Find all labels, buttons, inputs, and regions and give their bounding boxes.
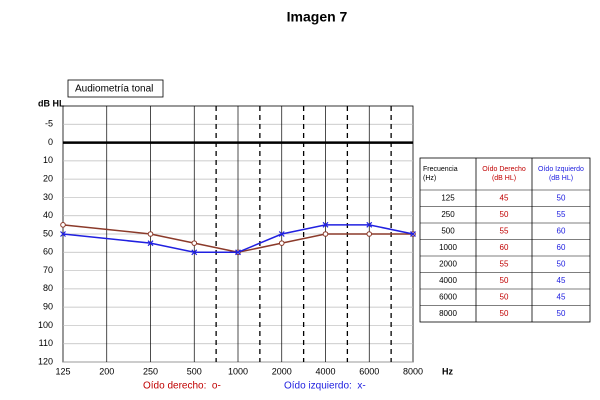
table-header: Oído Izquierdo: [538, 166, 584, 173]
y-tick-label: 90: [43, 302, 53, 312]
marker: [410, 231, 416, 237]
table-cell: 45: [500, 193, 509, 202]
table-cell: 50: [500, 276, 509, 285]
table-frame: [419, 157, 591, 323]
table-cell: 55: [500, 259, 509, 268]
subtitle-box: [67, 79, 164, 98]
x-tick-label: 250: [143, 366, 158, 376]
y-tick-label: -5: [45, 119, 53, 129]
table-cell: 50: [557, 309, 566, 318]
x-axis-label: Hz: [442, 366, 453, 376]
marker: [147, 231, 154, 237]
marker: [191, 249, 198, 256]
marker: [191, 240, 198, 246]
table-header: (Hz): [423, 175, 436, 182]
y-tick-label: 70: [43, 265, 53, 275]
series-line: [62, 224, 414, 254]
table-cell: 50: [557, 259, 566, 268]
legend-entry: Oído derecho: o-: [143, 381, 221, 392]
y-tick-label: 50: [43, 228, 53, 238]
y-tick-label: 20: [43, 174, 53, 184]
series-line: [62, 224, 413, 254]
table-cell: 45: [557, 276, 566, 285]
table-cell: 60: [500, 243, 509, 252]
table-cell: 1000: [439, 243, 457, 252]
table-cell: 8000: [439, 309, 457, 318]
chart-title: Imagen 7: [287, 9, 348, 25]
marker: [366, 231, 373, 237]
x-tick-label: 1000: [228, 366, 248, 376]
y-tick-label: 40: [43, 210, 53, 220]
table-cell: 60: [557, 243, 566, 252]
y-tick-label: 30: [43, 192, 53, 202]
table-cell: 6000: [439, 292, 457, 301]
subtitle: Audiometría tonal: [75, 84, 153, 95]
table-cell: 4000: [439, 276, 457, 285]
table-cell: 500: [441, 226, 455, 235]
table-header: Oído Derecho: [482, 166, 526, 173]
marker: [322, 231, 329, 237]
x-tick-label: 4000: [315, 366, 335, 376]
marker: [366, 221, 373, 228]
table-cell: 50: [500, 210, 509, 219]
y-tick-label: 110: [39, 338, 53, 348]
table-cell: 250: [441, 210, 455, 219]
legend-entry: Oído izquierdo: x-: [284, 381, 366, 392]
table-cell: 125: [441, 193, 455, 202]
x-tick-label: 500: [187, 366, 202, 376]
y-tick-label: 80: [43, 283, 53, 293]
x-tick-label: 2000: [272, 366, 292, 376]
x-tick-label: 8000: [403, 366, 423, 376]
y-tick-label: 100: [38, 320, 53, 330]
table-cell: 50: [500, 309, 509, 318]
marker: [278, 231, 285, 237]
marker: [235, 249, 241, 256]
table-cell: 50: [557, 193, 566, 202]
y-tick-label: 60: [43, 247, 53, 257]
marker: [60, 231, 66, 237]
table-header: (dB HL): [492, 175, 516, 182]
table-header: Frecuencia: [423, 166, 458, 173]
y-tick-label: 10: [43, 155, 53, 165]
table-header: (dB HL): [549, 175, 573, 182]
marker: [322, 221, 329, 228]
x-tick-label: 125: [55, 366, 70, 376]
table-cell: 2000: [439, 259, 457, 268]
y-axis-label: dB HL: [38, 98, 65, 108]
marker: [147, 240, 154, 247]
table-cell: 60: [557, 226, 566, 235]
table-cell: 45: [557, 292, 566, 301]
table-cell: 50: [500, 292, 509, 301]
y-tick-label: 120: [38, 356, 53, 366]
x-tick-label: 6000: [359, 366, 379, 376]
marker: [60, 222, 66, 228]
table-cell: 55: [500, 226, 509, 235]
y-tick-label: 0: [48, 137, 53, 147]
x-tick-label: 200: [99, 366, 114, 376]
table-cell: 55: [557, 210, 566, 219]
marker: [278, 240, 285, 246]
